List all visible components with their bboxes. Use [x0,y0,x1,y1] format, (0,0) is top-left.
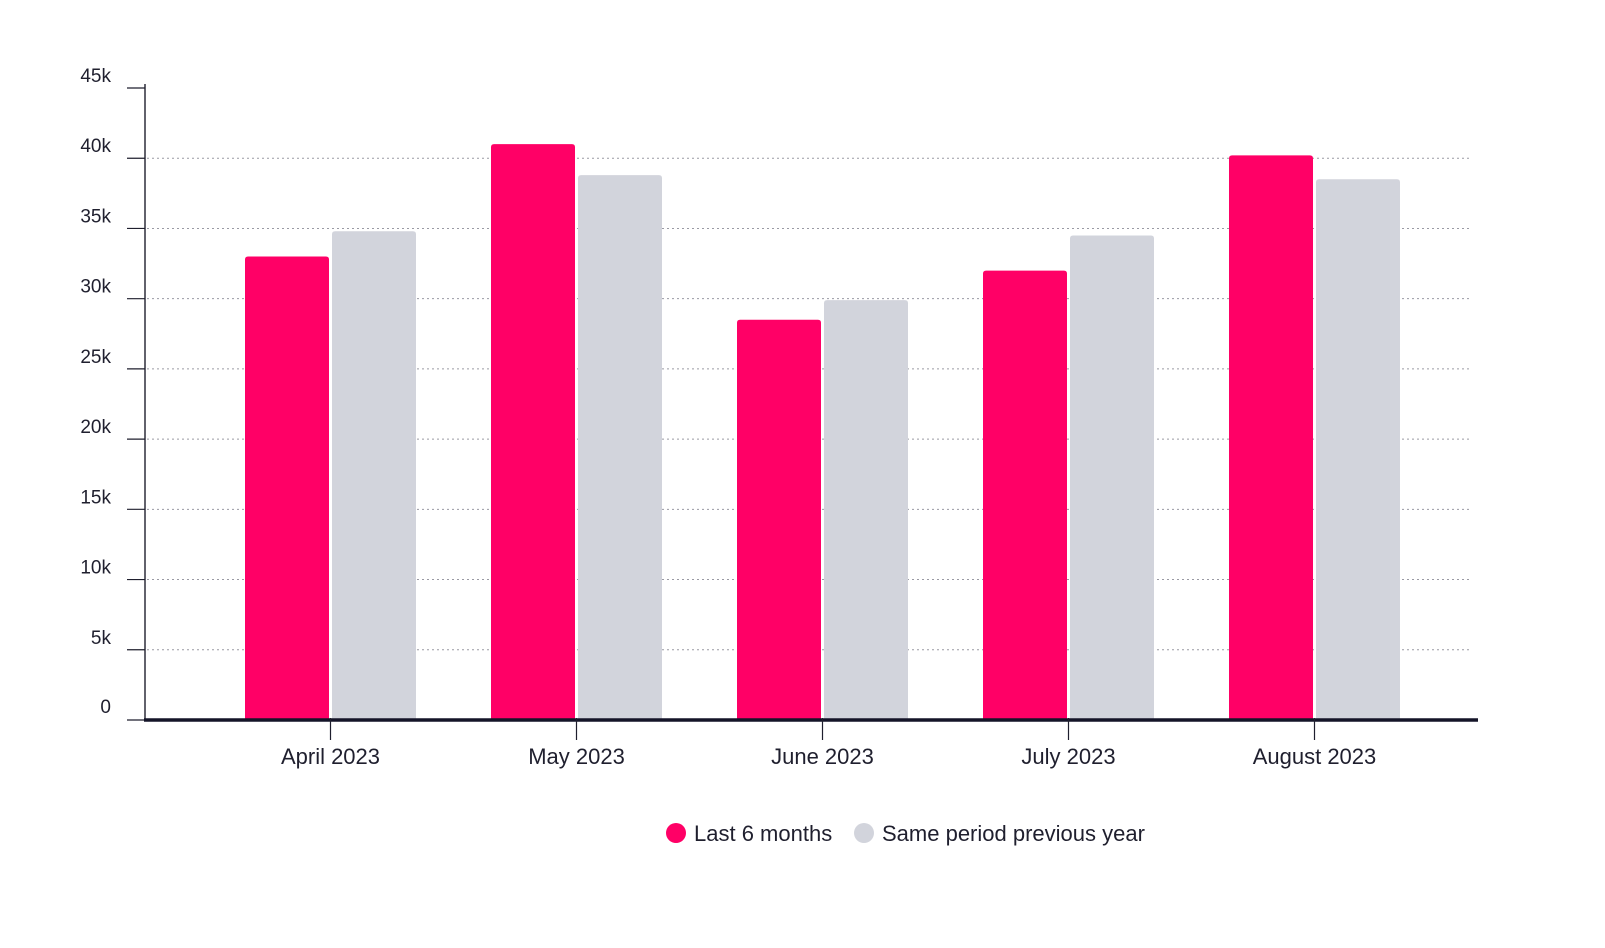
y-tick-label: 0 [100,697,111,718]
bar-previous-year-3 [1070,235,1154,720]
legend-swatch-previous-year [854,823,874,843]
y-tick-label: 35k [80,206,111,227]
y-tick-label: 20k [80,417,111,438]
legend: Last 6 months Same period previous year [666,821,1145,846]
bar-previous-year-2 [824,300,908,720]
bar-previous-year-0 [332,231,416,720]
y-axis-ticks: 0 5k 10k 15k 20k 25k 30k 35k 40k 45k [80,66,145,721]
legend-swatch-last-6-months [666,823,686,843]
bar-last-6-months-1 [491,144,575,720]
legend-label-previous-year: Same period previous year [882,821,1145,846]
x-axis-ticks: April 2023 May 2023 June 2023 July 2023 Augu… [281,718,1376,769]
axes [144,84,1478,722]
y-tick-label: 5k [91,628,112,649]
y-tick-label: 40k [80,136,111,157]
y-tick-label: 10k [80,558,111,579]
bar-last-6-months-0 [245,256,329,720]
x-tick-label: April 2023 [281,744,380,769]
bars [245,144,1400,721]
x-tick-label: August 2023 [1253,744,1377,769]
bar-previous-year-1 [578,175,662,720]
y-tick-label: 25k [80,347,111,368]
x-tick-label: July 2023 [1021,744,1115,769]
x-tick-label: June 2023 [771,744,874,769]
bar-last-6-months-4 [1229,155,1313,720]
y-tick-label: 45k [80,66,111,87]
bar-last-6-months-3 [983,270,1067,720]
bar-previous-year-4 [1316,179,1400,721]
legend-label-last-6-months: Last 6 months [694,821,832,846]
bar-last-6-months-2 [737,319,821,720]
x-tick-label: May 2023 [528,744,625,769]
y-tick-label: 15k [80,487,111,508]
y-tick-label: 30k [80,277,111,298]
